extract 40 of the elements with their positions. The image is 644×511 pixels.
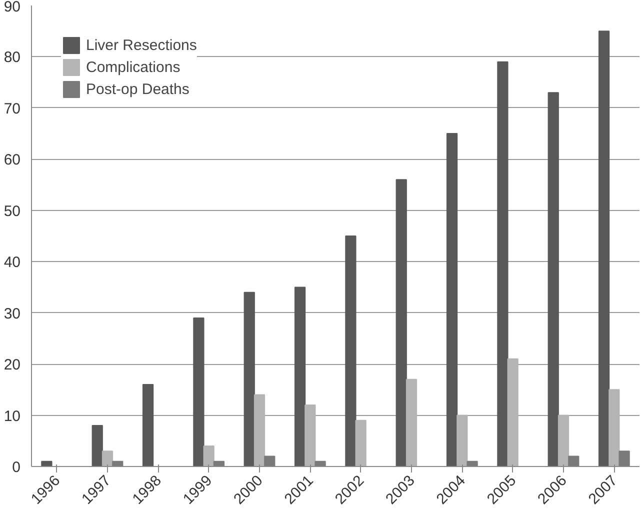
bar [264, 456, 276, 466]
bar [568, 456, 580, 466]
bar [497, 61, 508, 466]
bar [203, 446, 214, 466]
legend-label: Complications [86, 58, 180, 76]
y-tick-label: 30 [4, 305, 21, 322]
legend-label: Post-op Deaths [86, 80, 190, 98]
y-tick-label: 50 [4, 202, 21, 220]
y-tick-label: 80 [4, 49, 21, 66]
bar [406, 378, 418, 466]
bar [314, 460, 326, 466]
bar [456, 414, 468, 466]
bar [142, 384, 154, 466]
y-tick-label: 60 [4, 152, 21, 169]
bar [304, 404, 316, 466]
bar [193, 317, 204, 466]
bar [92, 425, 103, 466]
y-tick-label: 90 [4, 0, 21, 16]
bar [355, 420, 366, 466]
bar [608, 389, 620, 466]
bar [345, 236, 356, 466]
bar [396, 179, 407, 466]
y-tick-label: 70 [4, 100, 21, 118]
bar [507, 358, 518, 466]
bar [102, 450, 114, 466]
y-tick-label: 10 [4, 408, 21, 425]
bar [244, 292, 255, 466]
y-tick-label: 20 [4, 356, 21, 374]
bar [618, 450, 630, 466]
legend-label: Liver Resections [86, 36, 197, 54]
bar [466, 460, 478, 466]
bar [294, 286, 306, 466]
bar [598, 30, 610, 466]
bar [446, 133, 458, 466]
bar [41, 460, 52, 466]
y-tick-label: 0 [12, 459, 20, 476]
bar [254, 394, 266, 466]
bar [548, 92, 559, 466]
bar [558, 414, 570, 466]
y-tick-label: 40 [4, 254, 21, 272]
